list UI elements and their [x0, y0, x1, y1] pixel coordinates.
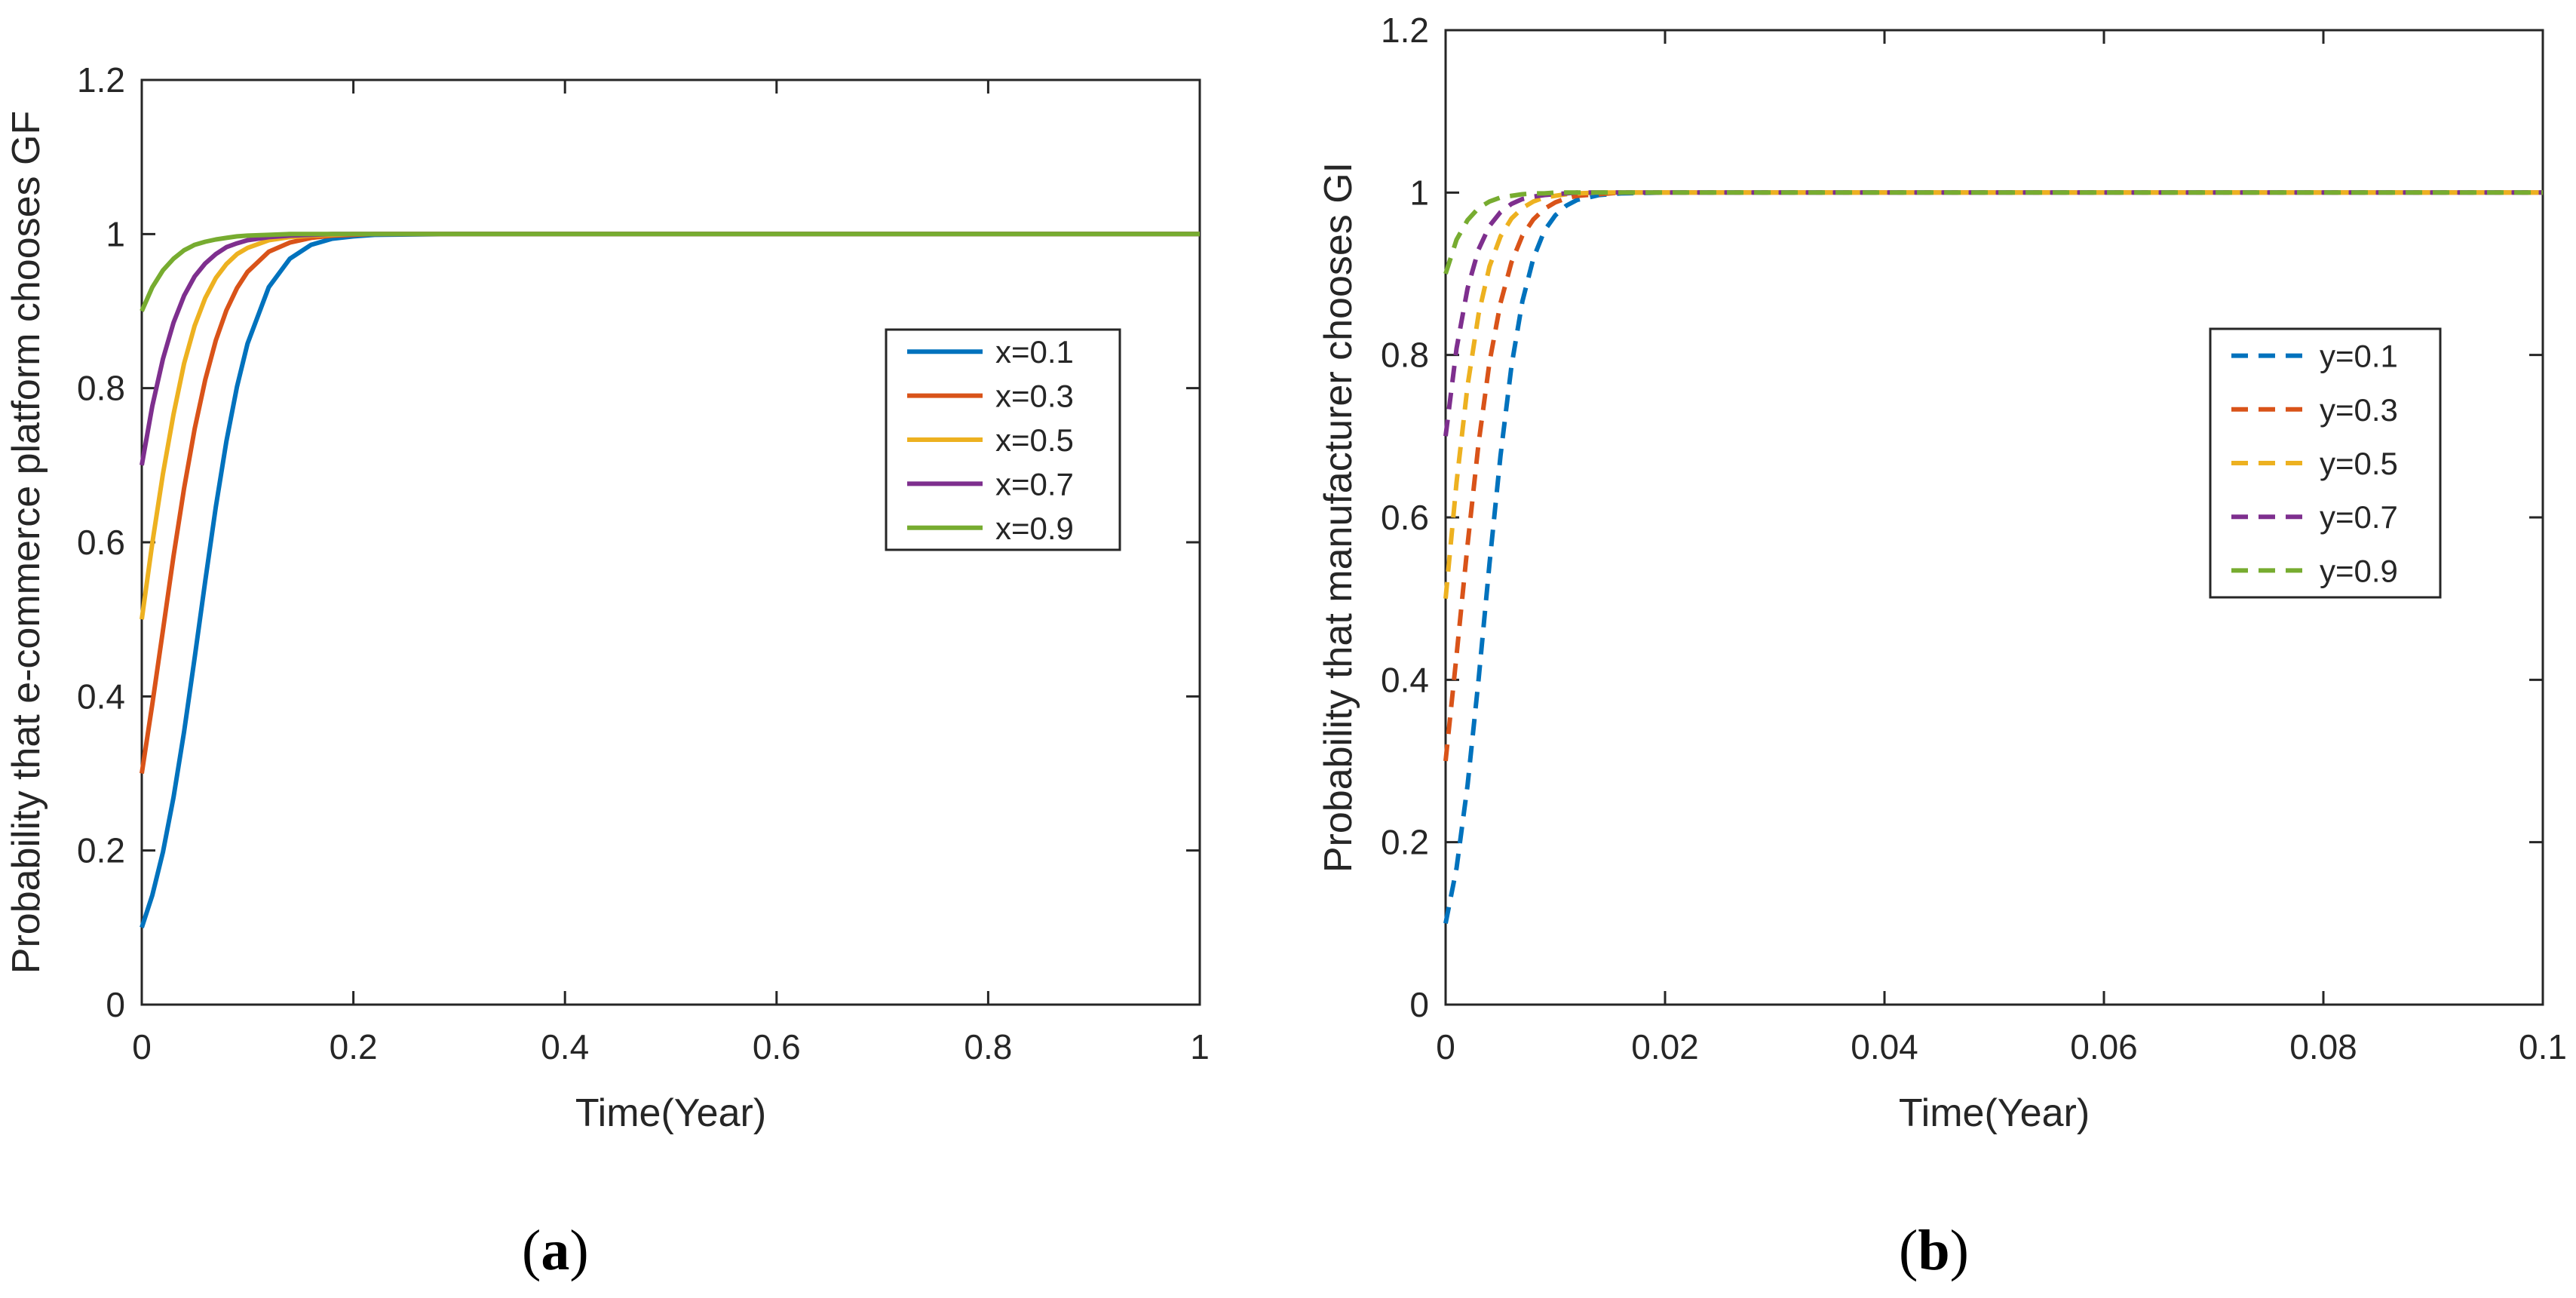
chart-a-ylabel: Probability that e-commerce platform cho… [5, 111, 48, 974]
chart-b-ytick-label: 0.8 [1381, 336, 1429, 375]
chart-a-legend-label: x=0.5 [995, 422, 1074, 458]
chart-b-xtick-label: 0.04 [1851, 1027, 1918, 1066]
chart-b-legend-label: y=0.7 [2320, 499, 2398, 535]
chart-a-ytick-label: 0.2 [77, 831, 125, 870]
chart-a-xtick-label: 0 [132, 1027, 152, 1066]
chart-a-ytick-label: 0.4 [77, 677, 125, 716]
chart-a-xtick-label: 1 [1190, 1027, 1210, 1066]
chart-b-xtick-label: 0.1 [2519, 1027, 2567, 1066]
chart-a-xtick-label: 0.4 [541, 1027, 589, 1066]
chart-b-legend-label: y=0.3 [2320, 392, 2398, 428]
chart-a: 0 0.2 0.4 0.6 0.8 1 0 0.2 0.4 0.6 0.8 1 1.2 Time(Year… [5, 60, 1210, 1135]
chart-b-legend-label: y=0.1 [2320, 339, 2398, 374]
chart-b-legend-label: y=0.9 [2320, 553, 2398, 588]
chart-a-legend-label: x=0.9 [995, 511, 1074, 546]
chart-b-ytick-label: 0 [1409, 985, 1429, 1024]
chart-a-ytick-label: 1 [106, 214, 125, 253]
chart-b-xtick-label: 0 [1436, 1027, 1455, 1066]
chart-a-ytick-label: 1.2 [77, 60, 125, 100]
chart-a-legend-label: x=0.3 [995, 379, 1074, 414]
chart-b-xtick-label: 0.08 [2289, 1027, 2357, 1066]
chart-a-ytick-label: 0 [106, 985, 125, 1024]
chart-b-xtick-label: 0.02 [1631, 1027, 1699, 1066]
chart-a-legend-label: x=0.1 [995, 334, 1074, 370]
chart-b-xlabel: Time(Year) [1899, 1091, 2090, 1135]
chart-a-series-line-5 [140, 232, 1200, 312]
chart-a-legend: x=0.1 x=0.3 x=0.5 x=0.7 x=0.9 [885, 328, 1121, 551]
chart-b-ytick-label: 0.2 [1381, 823, 1429, 862]
chart-a-legend-label: x=0.7 [995, 466, 1074, 502]
chart-a-xtick-label: 0.8 [964, 1027, 1012, 1066]
chart-a-legend-box [885, 328, 1121, 551]
chart-b-ytick-label: 0.4 [1381, 660, 1429, 699]
chart-a-xtick-label: 0.6 [753, 1027, 801, 1066]
chart-b-xtick-label: 0.06 [2070, 1027, 2138, 1066]
panel-label-a: (a) [522, 1219, 589, 1282]
chart-b-series-line-5 [1443, 190, 2543, 275]
chart-b: 0 0.02 0.04 0.06 0.08 0.1 0 0.2 0.4 0.6 0.8 1 1.2 Tim… [1317, 11, 2567, 1135]
chart-b-legend-label: y=0.5 [2320, 446, 2398, 481]
chart-a-xlabel: Time(Year) [575, 1091, 766, 1135]
chart-a-ytick-label: 0.8 [77, 369, 125, 408]
chart-b-ylabel: Probability that manufacturer chooses GI [1317, 162, 1360, 873]
panel-label-b: (b) [1899, 1219, 1969, 1282]
chart-b-ytick-label: 1 [1409, 173, 1429, 212]
chart-b-legend-box [2209, 327, 2442, 599]
chart-b-ytick-label: 1.2 [1381, 11, 1429, 50]
chart-b-ytick-label: 0.6 [1381, 498, 1429, 537]
chart-a-ytick-label: 0.6 [77, 523, 125, 562]
chart-b-legend: y=0.1 y=0.3 y=0.5 y=0.7 y=0.9 [2209, 327, 2442, 599]
chart-a-xtick-label: 0.2 [330, 1027, 378, 1066]
